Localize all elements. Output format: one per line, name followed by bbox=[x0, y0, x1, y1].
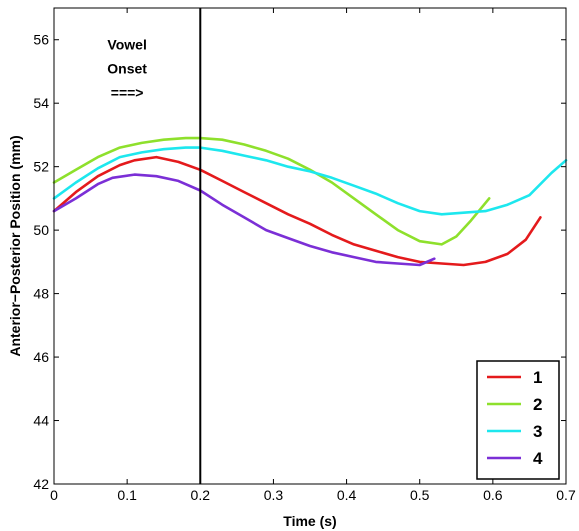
y-tick-label: 56 bbox=[33, 32, 49, 48]
series-line-1 bbox=[52, 155, 542, 267]
x-tick-label: 0.6 bbox=[483, 487, 503, 503]
y-tick-label: 48 bbox=[33, 286, 49, 302]
annotation-line-1: Vowel bbox=[107, 36, 146, 52]
series-line-4 bbox=[52, 173, 436, 267]
legend-label: 4 bbox=[533, 449, 543, 468]
legend-label: 2 bbox=[533, 395, 542, 414]
y-axis-label: Anterior−Posterior Position (mm) bbox=[7, 135, 23, 356]
y-tick-label: 46 bbox=[33, 349, 49, 365]
annotation: Vowel Onset ===> bbox=[107, 36, 147, 100]
annotation-line-2: Onset bbox=[107, 60, 147, 76]
series-layer bbox=[52, 136, 568, 267]
x-axis-label: Time (s) bbox=[283, 513, 336, 529]
x-tick-label: 0 bbox=[50, 487, 58, 503]
x-tick-label: 0.3 bbox=[264, 487, 284, 503]
y-tick-label: 42 bbox=[33, 476, 49, 492]
legend[interactable]: 1 2 3 4 bbox=[476, 360, 560, 480]
series-line-2 bbox=[52, 136, 491, 246]
y-tick-label: 52 bbox=[33, 159, 49, 175]
annotation-line-3: ===> bbox=[111, 84, 144, 100]
axes bbox=[53, 7, 567, 485]
axes-box bbox=[53, 7, 567, 485]
legend-item-3[interactable]: 3 bbox=[487, 422, 542, 441]
y-tick-label: 54 bbox=[33, 95, 49, 111]
x-tick-label: 0.2 bbox=[191, 487, 211, 503]
x-tick-label: 0.4 bbox=[337, 487, 357, 503]
x-tick-label: 0.5 bbox=[410, 487, 430, 503]
series-line-3 bbox=[52, 146, 568, 216]
legend-item-4[interactable]: 4 bbox=[487, 449, 543, 468]
legend-item-2[interactable]: 2 bbox=[487, 395, 542, 414]
y-tick-label: 44 bbox=[33, 413, 49, 429]
x-tick-label: 0.1 bbox=[117, 487, 137, 503]
legend-label: 1 bbox=[533, 368, 542, 387]
legend-item-1[interactable]: 1 bbox=[487, 368, 542, 387]
y-tick-label: 50 bbox=[33, 222, 49, 238]
legend-box bbox=[476, 360, 560, 480]
x-tick-label: 0.7 bbox=[556, 487, 576, 503]
legend-label: 3 bbox=[533, 422, 542, 441]
